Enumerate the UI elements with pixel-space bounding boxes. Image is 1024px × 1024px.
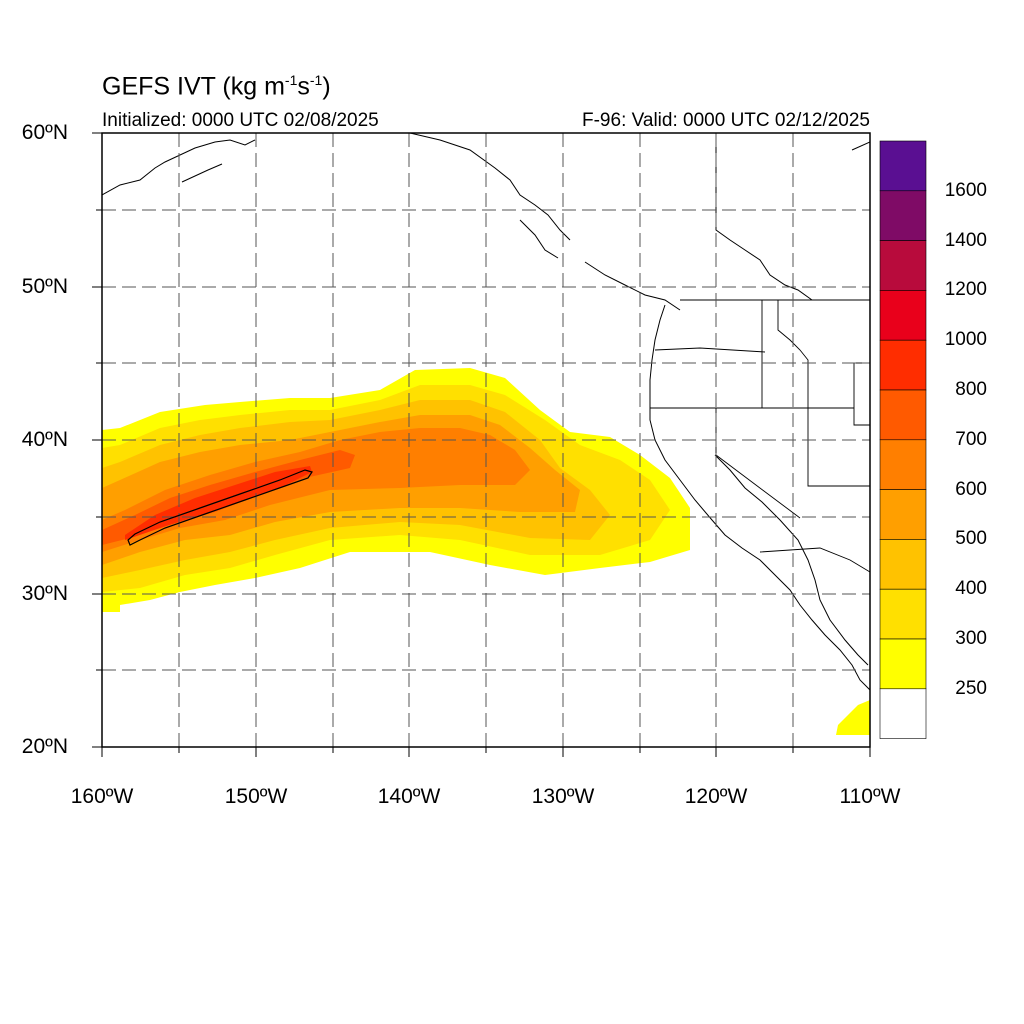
colorbar-swatch: [879, 638, 927, 690]
lat-label-30: 30ºN: [21, 582, 68, 605]
colorbar-swatch: [879, 339, 927, 391]
lon-label-110: 110ºW: [839, 785, 901, 808]
colorbar-label: 1400: [944, 229, 987, 251]
lon-label-150: 150ºW: [224, 785, 288, 808]
colorbar-swatch: [879, 539, 927, 590]
colorbar-label: 700: [955, 428, 987, 450]
colorbar-label: 400: [955, 578, 987, 600]
page-title: GEFS IVT (kg m-1s-1): [102, 72, 331, 101]
axis-ticks: [92, 132, 871, 757]
colorbar-swatch: [879, 588, 927, 640]
ivt-600-region: [102, 428, 530, 552]
initialized-time: Initialized: 0000 UTC 02/08/2025: [102, 110, 379, 131]
ivt-shading: [102, 368, 870, 735]
colorbar-swatch: [879, 190, 927, 241]
colorbar-label: 500: [955, 528, 987, 550]
lat-lon-grid: [102, 133, 870, 747]
lon-label-140: 140ºW: [377, 785, 441, 808]
colorbar-label: 300: [955, 628, 987, 649]
colorbar-label: 600: [955, 478, 987, 500]
colorbar-label: 250: [955, 677, 987, 699]
colorbar-label: 800: [955, 379, 987, 400]
coastlines: [102, 133, 870, 691]
colorbar-swatch: [879, 290, 927, 341]
lat-label-20: 20ºN: [21, 735, 68, 758]
colorbar-swatch: [879, 140, 927, 192]
valid-time: F-96: Valid: 0000 UTC 02/12/2025: [582, 110, 870, 131]
colorbar-swatch: [879, 489, 927, 540]
colorbar-label: 1200: [944, 279, 987, 301]
lat-label-50: 50ºN: [21, 275, 68, 298]
ivt-1000-contour: [127, 469, 313, 546]
lon-label-160: 160ºW: [70, 785, 134, 808]
colorbar-swatch: [879, 389, 927, 441]
colorbar-label: 1000: [944, 329, 987, 351]
ivt-sw-corner-patch: [836, 700, 870, 735]
colorbar-label: 1600: [944, 179, 987, 201]
colorbar-swatch: [879, 439, 927, 490]
colorbar-swatch: [879, 240, 927, 291]
ivt-800-region: [125, 466, 312, 540]
lon-label-130: 130ºW: [531, 785, 595, 808]
colorbar: [879, 140, 927, 739]
lat-label-60: 60ºN: [21, 121, 68, 144]
colorbar-swatch: [879, 688, 927, 739]
lat-label-40: 40ºN: [21, 428, 68, 451]
lon-label-120: 120ºW: [684, 785, 748, 808]
